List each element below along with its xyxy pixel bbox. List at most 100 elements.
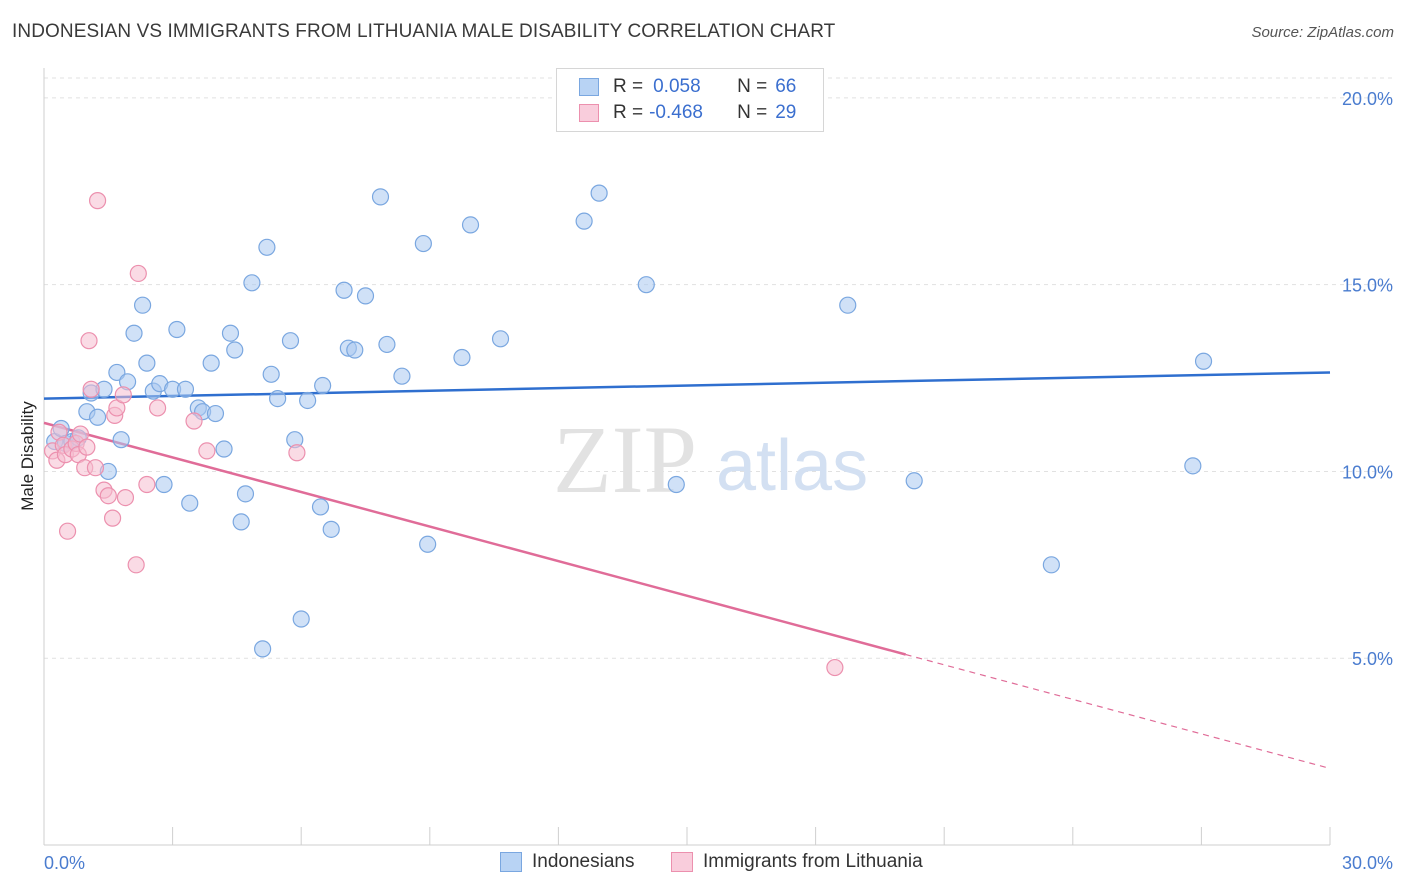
r-label: R = bbox=[613, 76, 644, 97]
y-tick-label: 15.0% bbox=[1342, 276, 1393, 296]
r-value: 0.058 bbox=[653, 76, 701, 97]
indonesian-point bbox=[88, 408, 107, 426]
indonesian-trend-line bbox=[43, 371, 1331, 400]
r-label: R = bbox=[613, 102, 644, 123]
indonesian-point bbox=[258, 238, 276, 256]
legend-row-indonesians: R = 0.058 N = 66 bbox=[579, 75, 796, 99]
chart-source: Source: ZipAtlas.com bbox=[1251, 24, 1394, 41]
lithuania-point bbox=[99, 487, 117, 505]
n-value: 66 bbox=[775, 76, 797, 97]
lithuania-point bbox=[80, 332, 98, 350]
indonesian-point bbox=[1194, 352, 1213, 370]
lithuania-trend-line bbox=[43, 421, 906, 656]
indonesian-point bbox=[292, 610, 310, 628]
indonesian-point bbox=[168, 320, 186, 339]
indonesian-point bbox=[281, 332, 300, 350]
lithuania-point bbox=[82, 380, 100, 398]
indonesian-point bbox=[181, 494, 199, 512]
indonesian-point bbox=[138, 354, 156, 372]
lithuania-point bbox=[88, 192, 107, 210]
indonesian-point bbox=[461, 216, 480, 234]
indonesian-point bbox=[112, 431, 130, 449]
lithuania-point bbox=[58, 522, 77, 540]
indonesian-point bbox=[232, 513, 250, 531]
legend-label: Immigrants from Lithuania bbox=[703, 851, 923, 872]
legend-row-lithuania: R = -0.468 N = 29 bbox=[579, 101, 796, 125]
lithuania-point bbox=[114, 386, 132, 404]
y-tick-label: 5.0% bbox=[1352, 649, 1393, 669]
indonesian-point bbox=[155, 475, 173, 494]
r-value: -0.468 bbox=[649, 102, 703, 123]
lithuania-point bbox=[127, 556, 145, 574]
indonesian-point bbox=[226, 341, 244, 359]
indonesian-point bbox=[133, 296, 152, 314]
indonesian-point bbox=[202, 354, 220, 372]
indonesian-point bbox=[491, 330, 510, 348]
indonesian-point bbox=[311, 498, 330, 516]
gridlines bbox=[44, 77, 1393, 659]
lithuania-point bbox=[148, 399, 167, 417]
indonesian-point bbox=[206, 404, 225, 423]
indonesian-point bbox=[371, 188, 390, 206]
lithuania-point bbox=[129, 264, 147, 283]
indonesian-point bbox=[346, 341, 364, 359]
indonesian-point bbox=[905, 472, 923, 490]
lithuania-point bbox=[86, 459, 105, 477]
indonesian-point bbox=[1184, 457, 1202, 475]
n-label: N = bbox=[737, 76, 768, 97]
tick-labels: 5.0% 10.0% 15.0% 20.0% 0.0% 30.0% bbox=[44, 89, 1393, 873]
indonesian-point bbox=[839, 296, 857, 314]
indonesian-point bbox=[314, 376, 332, 395]
lithuania-trend-extension bbox=[905, 653, 1331, 770]
lithuania-point bbox=[185, 412, 203, 430]
indonesian-point bbox=[575, 212, 593, 230]
trend-lines bbox=[43, 371, 1331, 770]
indonesian-point bbox=[322, 520, 340, 538]
n-value: 29 bbox=[775, 102, 797, 123]
indonesian-point bbox=[414, 234, 432, 253]
indonesian-point bbox=[243, 274, 261, 292]
x-tick-label: 0.0% bbox=[44, 853, 85, 873]
axes bbox=[43, 68, 1331, 846]
legend-item-indonesians: Indonesians bbox=[500, 851, 634, 873]
indonesian-point bbox=[221, 324, 240, 342]
indonesian-point bbox=[356, 287, 375, 305]
indonesian-point bbox=[453, 348, 471, 367]
n-label: N = bbox=[737, 102, 768, 123]
legend-label: Indonesians bbox=[532, 851, 635, 872]
blue-swatch bbox=[500, 852, 522, 872]
blue-swatch bbox=[579, 78, 599, 96]
lithuania-point bbox=[103, 509, 122, 527]
indonesian-point bbox=[1042, 556, 1060, 574]
indonesian-point bbox=[378, 335, 396, 354]
indonesian-point bbox=[637, 276, 655, 294]
stats-legend: R = 0.058 N = 66 R = -0.468 N = 29 bbox=[556, 68, 824, 132]
watermark-zip: ZIP bbox=[553, 406, 697, 513]
indonesian-point bbox=[236, 485, 255, 503]
x-tick-label: 30.0% bbox=[1342, 853, 1393, 873]
indonesian-point bbox=[176, 380, 195, 398]
lithuania-point bbox=[826, 658, 844, 677]
watermark: ZIP atlas bbox=[553, 406, 868, 513]
lithuania-point bbox=[198, 442, 216, 460]
watermark-atlas: atlas bbox=[716, 426, 868, 506]
indonesian-point bbox=[667, 475, 685, 494]
chart-title: INDONESIAN VS IMMIGRANTS FROM LITHUANIA … bbox=[12, 21, 836, 42]
legend-item-lithuania: Immigrants from Lithuania bbox=[671, 851, 923, 873]
y-tick-label: 20.0% bbox=[1342, 89, 1393, 109]
lithuania-point bbox=[78, 438, 96, 456]
lithuania-point bbox=[116, 488, 135, 507]
lithuania-point bbox=[288, 444, 306, 462]
data-points bbox=[43, 184, 1213, 677]
pink-swatch bbox=[671, 852, 693, 872]
indonesian-point bbox=[419, 535, 437, 553]
indonesian-point bbox=[335, 281, 353, 299]
lithuania-point bbox=[138, 475, 156, 494]
indonesian-point bbox=[215, 440, 233, 458]
indonesian-point bbox=[254, 640, 272, 658]
indonesian-point bbox=[299, 391, 317, 410]
indonesian-point bbox=[262, 365, 280, 383]
pink-swatch bbox=[579, 104, 599, 122]
indonesian-point bbox=[590, 184, 608, 202]
